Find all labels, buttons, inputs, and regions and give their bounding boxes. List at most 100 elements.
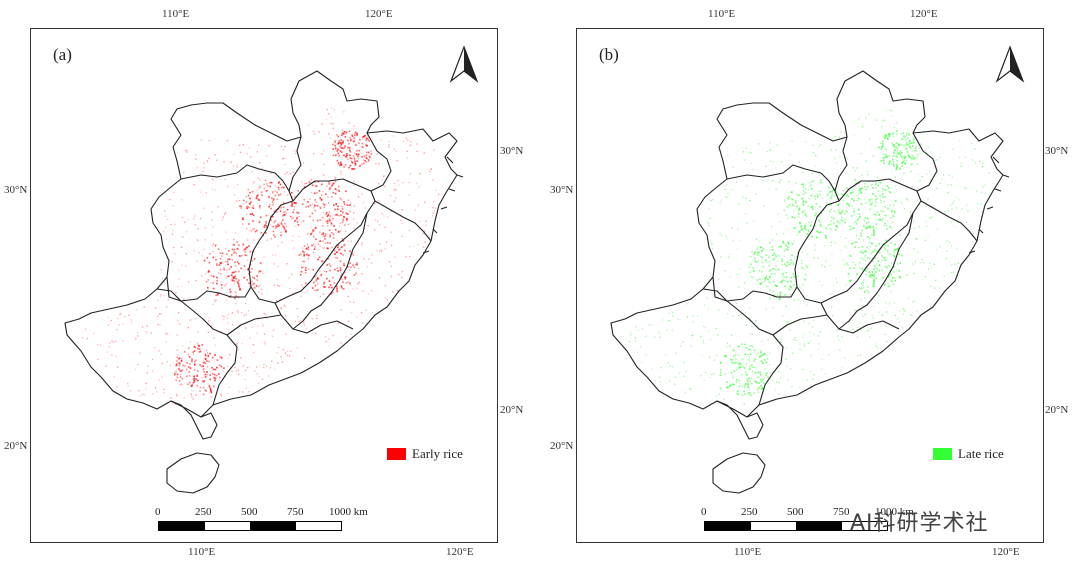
rice-pixel xyxy=(802,197,804,200)
rice-pixel xyxy=(327,225,329,227)
rice-pixel xyxy=(819,190,822,193)
rice-pixel xyxy=(261,378,263,380)
rice-pixel xyxy=(760,350,762,352)
rice-pixel xyxy=(894,248,896,251)
rice-pixel xyxy=(233,252,235,254)
rice-pixel xyxy=(252,284,254,286)
rice-pixel xyxy=(327,202,330,204)
rice-pixel xyxy=(245,196,247,198)
rice-pixel xyxy=(870,274,872,276)
rice-pixel xyxy=(745,213,747,215)
rice-pixel xyxy=(866,222,868,224)
rice-pixel xyxy=(763,276,765,278)
rice-pixel xyxy=(802,183,804,186)
rice-pixel xyxy=(333,282,335,284)
rice-pixel xyxy=(654,380,656,382)
rice-pixel xyxy=(875,345,877,347)
rice-pixel xyxy=(202,365,204,367)
rice-pixel xyxy=(939,182,941,184)
rice-pixel xyxy=(873,279,875,282)
rice-pixel xyxy=(888,274,890,277)
rice-pixel xyxy=(311,184,314,187)
rice-pixel xyxy=(667,362,669,364)
rice-pixel xyxy=(280,356,282,358)
rice-pixel xyxy=(316,289,319,291)
rice-pixel xyxy=(362,159,365,161)
rice-pixel xyxy=(885,154,888,156)
rice-pixel xyxy=(145,388,147,390)
rice-pixel xyxy=(377,220,379,222)
rice-pixel xyxy=(804,278,806,281)
rice-pixel xyxy=(917,163,919,165)
rice-pixel xyxy=(324,336,327,338)
rice-pixel xyxy=(333,249,336,252)
rice-pixel xyxy=(888,134,891,136)
rice-pixel xyxy=(810,194,813,197)
rice-pixel xyxy=(257,382,260,384)
rice-pixel xyxy=(830,244,832,247)
rice-pixel xyxy=(303,322,305,324)
rice-pixel xyxy=(246,228,248,230)
rice-pixel xyxy=(175,371,177,373)
rice-pixel xyxy=(730,358,732,361)
rice-pixel xyxy=(170,397,172,399)
rice-pixel xyxy=(925,220,927,223)
rice-pixel xyxy=(838,197,840,200)
rice-pixel xyxy=(927,198,929,200)
rice-pixel xyxy=(756,382,759,384)
rice-pixel xyxy=(749,307,751,309)
rice-pixel xyxy=(361,163,363,166)
rice-pixel xyxy=(211,188,214,190)
rice-pixel xyxy=(891,227,893,229)
tick-right-20n-a: 20°N xyxy=(500,404,524,416)
rice-pixel xyxy=(337,270,339,272)
rice-pixel xyxy=(231,254,233,256)
rice-pixel xyxy=(339,252,342,254)
rice-pixel xyxy=(866,267,869,269)
rice-pixel xyxy=(214,368,217,371)
rice-pixel xyxy=(368,258,370,260)
rice-pixel xyxy=(258,270,261,272)
rice-pixel xyxy=(304,260,306,263)
rice-pixel xyxy=(847,195,850,198)
rice-pixel xyxy=(855,182,858,184)
rice-pixel xyxy=(367,225,369,227)
rice-pixel xyxy=(226,260,229,263)
rice-pixel xyxy=(193,249,195,252)
rice-pixel xyxy=(871,271,874,273)
rice-pixel xyxy=(344,164,347,166)
rice-pixel xyxy=(743,386,745,388)
rice-pixel xyxy=(884,333,887,335)
rice-pixel xyxy=(174,403,177,405)
rice-pixel xyxy=(124,316,126,318)
rice-pixel xyxy=(780,338,783,340)
rice-pixel xyxy=(775,389,777,391)
rice-pixel xyxy=(852,242,855,244)
rice-pixel xyxy=(144,394,146,396)
rice-pixel xyxy=(754,358,756,360)
rice-pixel xyxy=(785,305,787,308)
rice-pixel xyxy=(872,317,874,319)
rice-pixel xyxy=(730,372,733,374)
rice-pixel xyxy=(895,168,897,171)
rice-pixel xyxy=(324,238,326,240)
rice-pixel xyxy=(330,223,333,225)
rice-pixel xyxy=(860,192,862,194)
rice-pixel xyxy=(253,181,255,183)
rice-pixel xyxy=(786,248,789,251)
rice-pixel xyxy=(320,198,323,201)
rice-pixel xyxy=(253,277,256,280)
rice-pixel xyxy=(414,209,416,211)
rice-pixel xyxy=(384,185,386,188)
rice-pixel xyxy=(395,197,397,199)
rice-pixel xyxy=(338,140,340,142)
rice-pixel xyxy=(332,276,334,279)
rice-pixel xyxy=(946,250,948,252)
rice-pixel xyxy=(871,184,873,186)
rice-pixel xyxy=(829,228,832,230)
rice-pixel xyxy=(277,284,279,287)
rice-pixel xyxy=(313,229,315,232)
rice-pixel xyxy=(949,241,951,244)
rice-pixel xyxy=(720,369,722,371)
rice-pixel xyxy=(244,254,247,256)
